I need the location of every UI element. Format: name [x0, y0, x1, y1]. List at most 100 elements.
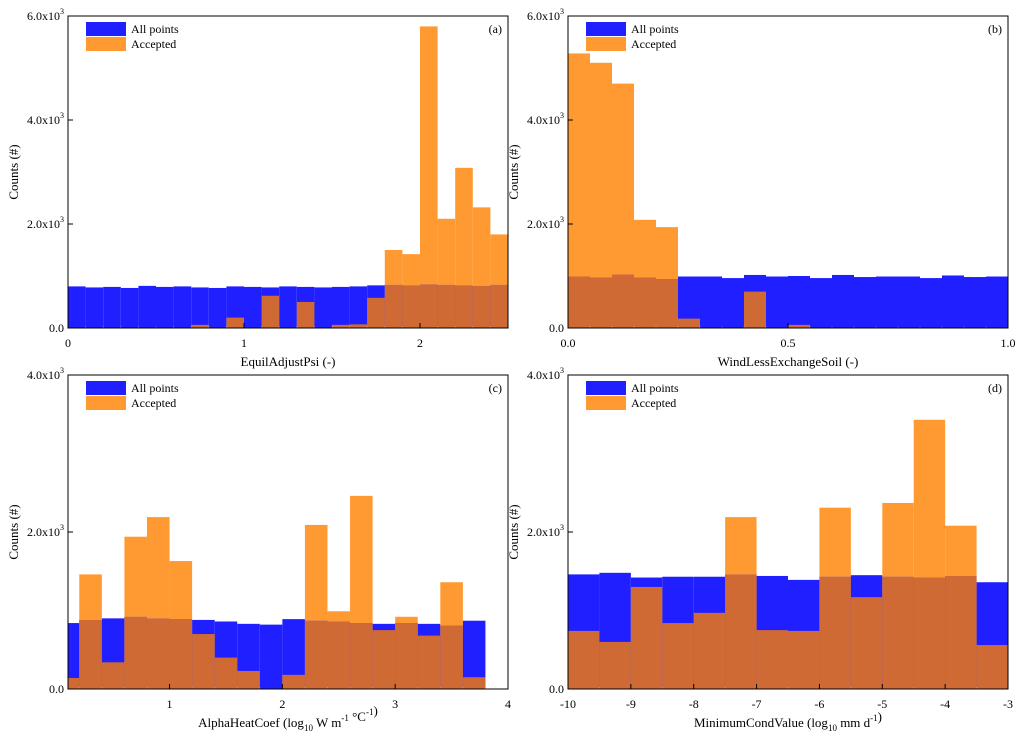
x-tick-label: -6: [814, 697, 824, 711]
x-tick-label: 3: [392, 697, 398, 711]
bar-accepted-overlap: [332, 324, 350, 328]
legend-swatch-accepted: [86, 37, 126, 51]
bar-all-points: [173, 286, 192, 328]
panel-label: (d): [988, 381, 1002, 395]
bar-all-points: [68, 623, 80, 689]
bar-accepted: [590, 62, 612, 278]
x-tick-label: -8: [689, 697, 699, 711]
y-tick-label: 2.0x103: [27, 215, 64, 231]
bar-accepted-overlap: [788, 630, 820, 689]
bar-accepted-overlap: [146, 618, 170, 689]
bar-accepted-overlap: [678, 318, 700, 328]
bar-all-points: [942, 275, 964, 328]
bar-all-points: [85, 287, 104, 328]
bar-accepted: [656, 227, 678, 280]
bar-accepted: [634, 219, 656, 278]
bar-accepted: [350, 495, 373, 624]
bar-all-points: [832, 274, 854, 328]
bar-all-points: [810, 278, 832, 328]
x-tick-label: 4: [505, 697, 511, 711]
bar-all-points: [722, 278, 744, 328]
bar-accepted: [612, 83, 634, 275]
bar-accepted-overlap: [282, 674, 305, 689]
y-tick-label: 2.0x103: [527, 215, 564, 231]
bar-all-points: [349, 286, 368, 328]
bar-accepted-overlap: [788, 324, 810, 328]
bar-accepted-overlap: [882, 576, 914, 689]
bar-accepted-overlap: [101, 662, 125, 689]
bar-accepted-overlap: [599, 641, 631, 689]
bar-all-points: [920, 278, 942, 328]
bar-all-points: [986, 276, 1008, 328]
bar-accepted-overlap: [568, 630, 600, 689]
plot-frame: [67, 15, 509, 329]
y-tick-label: 4.0x103: [527, 366, 564, 382]
y-tick-label: 0.0: [549, 682, 564, 696]
bar-accepted-overlap: [384, 284, 403, 328]
y-axis-label: Counts (#): [506, 504, 521, 559]
x-tick-label: 0: [65, 336, 71, 350]
bar-all-points: [156, 286, 174, 328]
panel-label: (c): [489, 381, 502, 395]
bar-accepted-overlap: [976, 645, 1008, 689]
y-tick-label: 6.0x103: [27, 7, 64, 23]
x-axis-label: AlphaHeatCoef (log10 W m-1 °C-1): [198, 703, 378, 733]
bar-accepted: [395, 616, 418, 624]
y-tick-label: 4.0x103: [27, 366, 64, 382]
y-axis-label: Counts (#): [506, 144, 521, 199]
bar-accepted: [402, 254, 420, 286]
bar-accepted-overlap: [79, 619, 102, 689]
x-tick-label: 1.0: [1001, 336, 1016, 350]
bar-accepted-overlap: [850, 597, 883, 689]
bar-accepted: [79, 574, 102, 620]
bar-accepted: [725, 517, 757, 575]
bar-all-points: [462, 620, 486, 689]
bar-all-points: [120, 287, 139, 328]
bar-accepted: [945, 525, 977, 576]
bar-all-points: [282, 619, 305, 689]
bar-accepted-overlap: [945, 575, 977, 689]
bar-accepted-overlap: [437, 284, 456, 328]
bar-accepted-overlap: [662, 623, 694, 689]
bar-accepted-overlap: [462, 677, 486, 689]
bar-accepted: [472, 207, 491, 286]
x-axis-label: MinimumCondValue (log10 mm d-1): [694, 709, 882, 733]
chart-panel-b: 0.0 0.5 1.0 0.0 2.0x103 4.0x103 6.0x103 Counts …: [506, 7, 1016, 369]
bar-accepted-overlap: [568, 276, 590, 328]
bar-all-points: [898, 276, 920, 328]
bar-accepted: [437, 218, 456, 285]
bar-accepted-overlap: [630, 586, 663, 689]
bar-all-points: [314, 287, 332, 328]
legend-swatch-all-points: [586, 22, 626, 36]
bar-all-points: [259, 624, 283, 689]
x-tick-label: -3: [1003, 697, 1013, 711]
y-axis-label: Counts (#): [6, 144, 21, 199]
x-axis-label: EquilAdjustPsi (-): [241, 354, 336, 369]
x-tick-label: 2: [417, 336, 423, 350]
bar-accepted-overlap: [192, 634, 215, 689]
bar-accepted-overlap: [367, 297, 385, 328]
legend-swatch-accepted: [586, 37, 626, 51]
y-tick-label: 0.0: [49, 682, 64, 696]
legend-swatch-accepted: [586, 396, 626, 410]
bar-accepted: [913, 419, 946, 578]
legend-label-accepted: Accepted: [631, 396, 676, 410]
legend-label-accepted: Accepted: [131, 37, 176, 51]
y-tick-label: 2.0x103: [527, 523, 564, 539]
bar-accepted-overlap: [68, 678, 80, 689]
bar-accepted-overlap: [237, 670, 260, 689]
bar-all-points: [208, 287, 227, 328]
bar-all-points: [244, 286, 262, 328]
bar-all-points: [332, 286, 350, 328]
bar-accepted: [327, 611, 351, 622]
bar-accepted-overlap: [349, 324, 368, 328]
bar-accepted-overlap: [455, 285, 473, 328]
bar-accepted: [304, 524, 328, 621]
bar-accepted: [124, 536, 147, 617]
bar-accepted-overlap: [124, 616, 147, 689]
bar-all-points: [876, 276, 898, 328]
y-tick-label: 4.0x103: [27, 111, 64, 127]
bar-accepted-overlap: [656, 279, 678, 328]
panel-label: (b): [988, 22, 1002, 36]
